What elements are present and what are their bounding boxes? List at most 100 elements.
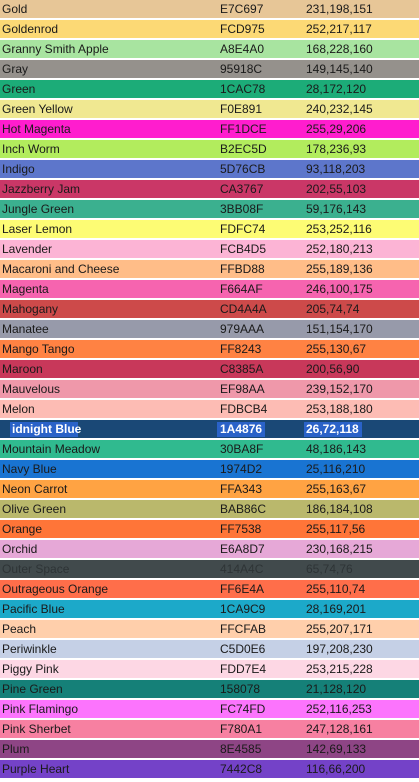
color-hex: FDFC74 bbox=[220, 222, 266, 236]
color-name: Inch Worm bbox=[2, 142, 60, 156]
color-row[interactable]: Periwinkle C5D0E6 197,208,230 bbox=[0, 640, 419, 659]
selected-color-row[interactable]: idnight Blue 1A4876 26,72,118 bbox=[0, 420, 419, 439]
color-rgb: 253,252,116 bbox=[306, 222, 372, 236]
color-name: Goldenrod bbox=[2, 22, 59, 36]
color-row[interactable]: Neon Carrot FFA343 255,163,67 bbox=[0, 480, 419, 499]
color-hex: FF8243 bbox=[220, 342, 262, 356]
color-rgb: 255,110,74 bbox=[306, 582, 366, 596]
color-name: Peach bbox=[2, 622, 37, 636]
color-row[interactable]: Navy Blue 1974D2 25,116,210 bbox=[0, 460, 419, 479]
color-name: Gold bbox=[2, 2, 28, 16]
color-row[interactable]: Lavender FCB4D5 252,180,213 bbox=[0, 240, 419, 259]
color-name: Neon Carrot bbox=[2, 482, 68, 496]
color-row[interactable]: Mango Tango FF8243 255,130,67 bbox=[0, 340, 419, 359]
color-row[interactable]: Mahogany CD4A4A 205,74,74 bbox=[0, 300, 419, 319]
color-row[interactable]: Granny Smith Apple A8E4A0 168,228,160 bbox=[0, 40, 419, 59]
color-hex: FC74FD bbox=[220, 702, 266, 716]
color-rgb: 252,217,117 bbox=[306, 22, 372, 36]
color-row[interactable]: Inch Worm B2EC5D 178,236,93 bbox=[0, 140, 419, 159]
color-row[interactable]: Piggy Pink FDD7E4 253,215,228 bbox=[0, 660, 419, 679]
color-name: Mountain Meadow bbox=[2, 442, 101, 456]
color-name: Green bbox=[2, 82, 36, 96]
color-row[interactable]: Jazzberry Jam CA3767 202,55,103 bbox=[0, 180, 419, 199]
color-name: Olive Green bbox=[2, 502, 67, 516]
color-row[interactable]: Green 1CAC78 28,172,120 bbox=[0, 80, 419, 99]
color-rgb: 65,74,76 bbox=[306, 562, 353, 576]
color-row[interactable]: Gray 95918C 149,145,140 bbox=[0, 60, 419, 79]
color-hex: FCB4D5 bbox=[220, 242, 267, 256]
color-row[interactable]: Hot Magenta FF1DCE 255,29,206 bbox=[0, 120, 419, 139]
color-name: Periwinkle bbox=[2, 642, 57, 656]
color-rgb: 255,29,206 bbox=[306, 122, 367, 136]
color-hex: C5D0E6 bbox=[220, 642, 266, 656]
color-row[interactable]: Plum 8E4585 142,69,133 bbox=[0, 740, 419, 759]
color-row[interactable]: Pacific Blue 1CA9C9 28,169,201 bbox=[0, 600, 419, 619]
color-rgb: 252,180,213 bbox=[306, 242, 373, 256]
color-row[interactable]: Mountain Meadow 30BA8F 48,186,143 bbox=[0, 440, 419, 459]
color-name: Granny Smith Apple bbox=[2, 42, 109, 56]
color-rgb: 255,189,136 bbox=[306, 262, 373, 276]
color-row[interactable]: Green Yellow F0E891 240,232,145 bbox=[0, 100, 419, 119]
color-hex: E6A8D7 bbox=[220, 542, 265, 556]
color-hex: FFBD88 bbox=[220, 262, 265, 276]
color-rgb: 240,232,145 bbox=[306, 102, 373, 116]
color-rgb: 255,130,67 bbox=[306, 342, 367, 356]
color-rgb: 59,176,143 bbox=[306, 202, 367, 216]
color-hex: 979AAA bbox=[220, 322, 265, 336]
color-rgb: 142,69,133 bbox=[306, 742, 367, 756]
selection-highlight bbox=[10, 422, 78, 437]
color-rgb: 28,169,201 bbox=[306, 602, 367, 616]
color-row[interactable]: Gold E7C697 231,198,151 bbox=[0, 0, 419, 19]
color-row[interactable]: Mauvelous EF98AA 239,152,170 bbox=[0, 380, 419, 399]
color-hex: C8385A bbox=[220, 362, 264, 376]
color-name: Macaroni and Cheese bbox=[2, 262, 120, 276]
color-row[interactable]: Indigo 5D76CB 93,118,203 bbox=[0, 160, 419, 179]
color-row[interactable]: Goldenrod FCD975 252,217,117 bbox=[0, 20, 419, 39]
color-hex: CD4A4A bbox=[220, 302, 267, 316]
color-row[interactable]: Melon FDBCB4 253,188,180 bbox=[0, 400, 419, 419]
color-name: Hot Magenta bbox=[2, 122, 71, 136]
color-name: Melon bbox=[2, 402, 35, 416]
color-hex: E7C697 bbox=[220, 2, 264, 16]
color-hex: FCD975 bbox=[220, 22, 265, 36]
color-hex: FF6E4A bbox=[220, 582, 265, 596]
color-row[interactable]: Maroon C8385A 200,56,90 bbox=[0, 360, 419, 379]
color-row[interactable]: Purple Heart 7442C8 116,66,200 bbox=[0, 760, 419, 779]
color-row[interactable]: Macaroni and Cheese FFBD88 255,189,136 bbox=[0, 260, 419, 279]
color-hex: 30BA8F bbox=[220, 442, 264, 456]
color-hex: FFCFAB bbox=[220, 622, 267, 636]
color-row[interactable]: Jungle Green 3BB08F 59,176,143 bbox=[0, 200, 419, 219]
color-name: Gray bbox=[2, 62, 29, 76]
color-name: Mango Tango bbox=[2, 342, 75, 356]
color-row[interactable]: Orange FF7538 255,117,56 bbox=[0, 520, 419, 539]
color-name: Mauvelous bbox=[2, 382, 61, 396]
color-name: Piggy Pink bbox=[2, 662, 59, 676]
selection-highlight bbox=[217, 422, 265, 437]
color-rgb: 202,55,103 bbox=[306, 182, 367, 196]
color-row[interactable]: Peach FFCFAB 255,207,171 bbox=[0, 620, 419, 639]
color-row[interactable]: Outrageous Orange FF6E4A 255,110,74 bbox=[0, 580, 419, 599]
color-rgb: 28,172,120 bbox=[306, 82, 367, 96]
color-row[interactable]: Pine Green 158078 21,128,120 bbox=[0, 680, 419, 699]
color-row[interactable]: Outer Space 414A4C 65,74,76 bbox=[0, 560, 419, 579]
color-name: Purple Heart bbox=[2, 762, 70, 776]
color-row[interactable]: Pink Flamingo FC74FD 252,116,253 bbox=[0, 700, 419, 719]
color-row[interactable]: Magenta F664AF 246,100,175 bbox=[0, 280, 419, 299]
color-name: Green Yellow bbox=[2, 102, 73, 116]
color-row[interactable]: Pink Sherbet F780A1 247,128,161 bbox=[0, 720, 419, 739]
color-row[interactable]: Orchid E6A8D7 230,168,215 bbox=[0, 540, 419, 559]
color-rgb: 151,154,170 bbox=[306, 322, 373, 336]
color-name: Orange bbox=[2, 522, 43, 536]
color-name: Maroon bbox=[2, 362, 43, 376]
color-rgb: 255,163,67 bbox=[306, 482, 367, 496]
color-name: Indigo bbox=[2, 162, 35, 176]
color-rgb: 239,152,170 bbox=[306, 382, 373, 396]
color-rgb: 48,186,143 bbox=[306, 442, 367, 456]
color-row[interactable]: Olive Green BAB86C 186,184,108 bbox=[0, 500, 419, 519]
color-rgb: 231,198,151 bbox=[306, 2, 373, 16]
color-rgb: 252,116,253 bbox=[306, 702, 372, 716]
color-hex: 1CAC78 bbox=[220, 82, 266, 96]
color-row[interactable]: Laser Lemon FDFC74 253,252,116 bbox=[0, 220, 419, 239]
color-row[interactable]: Manatee 979AAA 151,154,170 bbox=[0, 320, 419, 339]
